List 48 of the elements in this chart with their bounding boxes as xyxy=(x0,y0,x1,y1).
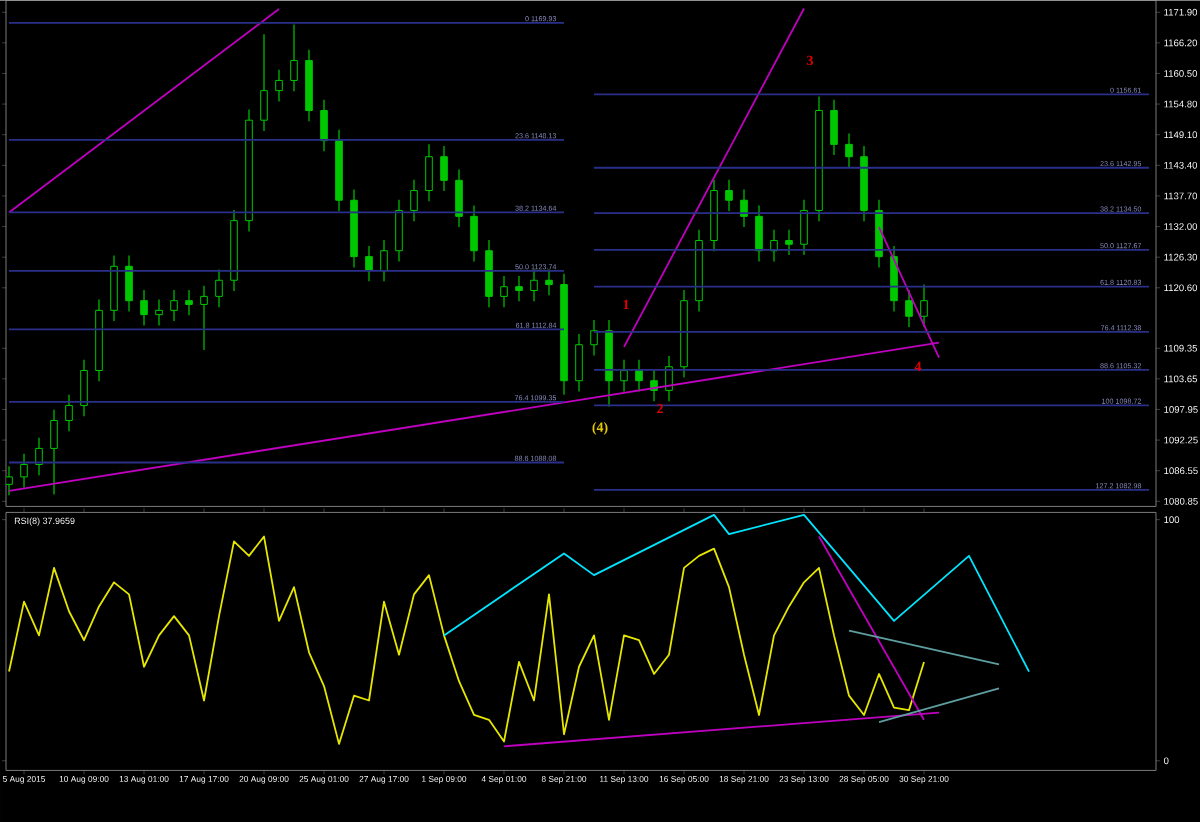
candlestick xyxy=(125,254,133,312)
candlestick xyxy=(410,179,418,222)
candlestick xyxy=(440,145,448,192)
candlestick xyxy=(35,436,43,476)
candlestick xyxy=(575,333,583,392)
line-series xyxy=(8,535,925,745)
candlestick xyxy=(800,198,808,256)
candlestick xyxy=(635,358,643,392)
candlestick xyxy=(620,358,628,392)
candlestick xyxy=(755,204,763,262)
candlestick xyxy=(785,228,793,256)
candlestick xyxy=(515,275,523,302)
candlestick xyxy=(455,168,463,228)
candlestick xyxy=(320,98,328,152)
candlestick xyxy=(50,408,58,496)
candlestick xyxy=(65,393,73,432)
candlestick xyxy=(470,204,478,262)
candlestick xyxy=(725,179,733,212)
candlestick xyxy=(590,319,598,356)
candlestick xyxy=(845,132,853,168)
candlestick xyxy=(545,268,553,296)
candlestick xyxy=(500,275,508,308)
candlestick xyxy=(740,188,748,228)
candlestick xyxy=(395,198,403,262)
candlestick xyxy=(425,143,433,202)
candlestick xyxy=(890,245,898,312)
line-series xyxy=(443,513,1030,673)
candlestick xyxy=(6,465,13,496)
candlestick xyxy=(170,289,178,322)
candlestick xyxy=(185,289,193,316)
candlestick xyxy=(380,239,388,282)
candlestick xyxy=(365,245,373,282)
candlestick xyxy=(920,283,928,328)
candlestick xyxy=(875,198,883,268)
candlestick xyxy=(275,68,283,102)
candlestick xyxy=(260,33,268,132)
candlestick xyxy=(905,289,913,328)
candlestick xyxy=(290,23,298,92)
candlestick xyxy=(80,358,88,417)
candlestick xyxy=(215,268,223,308)
candlestick xyxy=(20,452,28,489)
candlestick xyxy=(140,289,148,326)
candlestick xyxy=(110,254,118,322)
candlestick xyxy=(830,98,838,156)
candlestick xyxy=(155,298,163,326)
candlestick xyxy=(200,284,208,351)
candlestick xyxy=(530,268,538,302)
candlestick xyxy=(485,239,493,308)
